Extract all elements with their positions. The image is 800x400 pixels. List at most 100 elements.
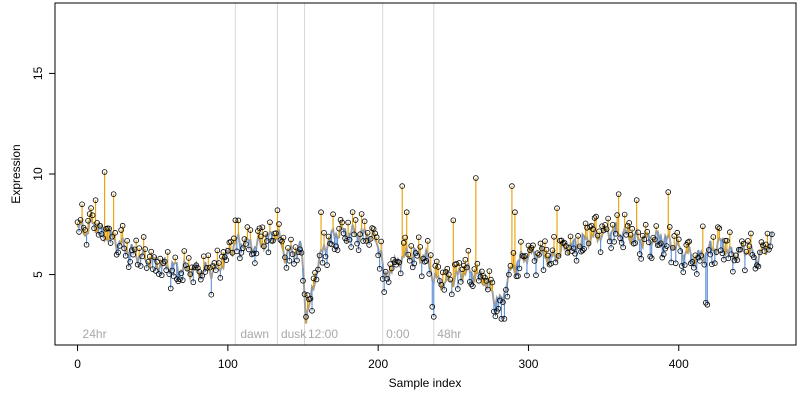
data-point [139,253,145,260]
data-point [88,205,94,211]
data-point [417,244,424,250]
data-point [632,240,638,246]
data-point [354,240,360,247]
data-point [498,316,505,322]
data-point [758,239,765,245]
data-point [608,245,614,251]
segment-label: 48hr [437,327,461,341]
data-point [653,223,660,229]
data-point [246,246,252,253]
data-point [133,237,139,244]
data-point [713,249,720,255]
data-point [763,241,769,248]
data-point [310,275,317,282]
data-point [288,236,294,243]
data-point [561,240,568,246]
data-point [597,249,604,255]
data-point [600,227,607,234]
y-tick-label: 15 [31,66,45,80]
data-point [307,295,314,302]
data-point [719,250,726,257]
data-point [216,260,222,266]
data-point [701,261,708,268]
data-point [406,257,413,264]
data-point [745,238,751,244]
data-point [199,272,206,279]
data-point [573,257,580,264]
data-point [480,273,487,279]
x-tick-label: 100 [218,357,238,371]
data-point [657,240,664,247]
data-point [659,254,666,261]
data-point [506,271,512,278]
data-point [578,248,584,255]
data-point [424,238,431,244]
data-point [677,248,684,254]
data-point [324,262,330,268]
segment-label: dusk [281,327,307,341]
data-point [151,254,158,260]
data-point [140,234,147,240]
data-point [418,273,425,280]
data-point [231,235,237,242]
data-point [430,314,437,320]
data-point [743,248,750,255]
data-point [115,249,121,256]
data-point [575,233,581,239]
data-point [510,250,517,256]
data-point [405,251,412,258]
data-point [690,264,697,271]
data-point [130,251,136,258]
data-point [381,289,387,295]
data-point [176,276,183,283]
data-point [435,264,442,270]
data-point [89,212,96,219]
data-point [241,236,248,242]
data-point [247,227,254,233]
data-point [563,243,569,249]
data-point [612,230,619,237]
data-point [325,233,332,240]
data-point [681,262,688,268]
trend-line [76,216,773,324]
data-point [605,215,611,222]
data-point [486,268,493,274]
data-point [109,233,115,240]
data-point [373,234,380,240]
data-point [712,260,718,266]
data-point [270,237,276,244]
data-point [439,269,446,276]
data-point [125,264,132,270]
x-tick-label: 0 [74,357,81,371]
data-point [169,267,176,274]
data-point [295,249,302,256]
data-point [188,264,195,271]
data-points [74,169,775,322]
data-point [149,266,156,272]
data-point [603,226,610,233]
data-point [283,265,290,271]
data-point [585,240,592,247]
data-point [339,219,345,226]
data-point [536,252,542,258]
data-point [217,275,224,281]
data-point [579,247,586,254]
data-point [680,269,687,275]
data-point [116,243,123,249]
data-point [208,291,215,298]
y-tick-label: 5 [31,271,45,278]
data-point [164,249,171,255]
data-point [751,254,757,261]
data-point [83,241,90,248]
data-point [423,258,430,264]
data-point [482,274,488,281]
data-point [725,255,732,262]
data-point [718,247,724,254]
x-axis-label: Sample index [389,376,462,390]
trend-line-group [76,216,773,324]
data-point [474,260,481,267]
data-point [112,230,118,236]
data-point [537,240,544,247]
data-point [507,262,514,269]
data-point [449,291,455,298]
